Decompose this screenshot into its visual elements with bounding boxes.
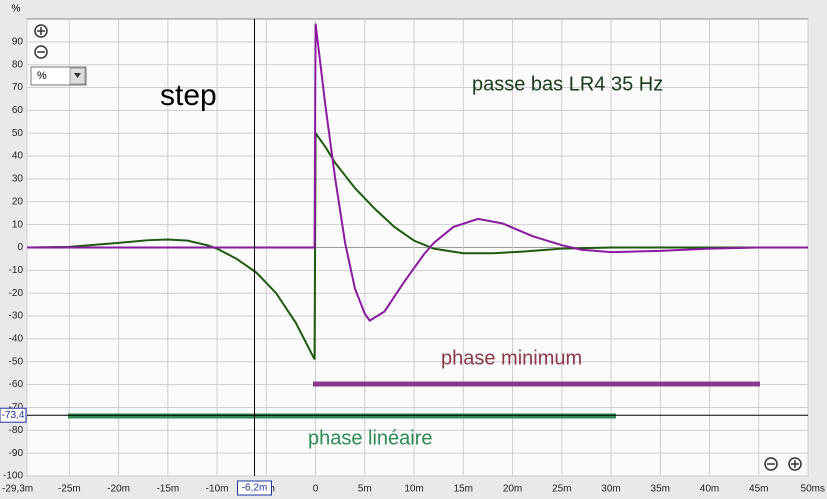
y-tick-label: -100 bbox=[3, 471, 23, 482]
x-tick-label: -20m bbox=[107, 484, 130, 495]
x-tick-label: 50ms bbox=[801, 484, 825, 495]
y-tick-label: -30 bbox=[9, 311, 24, 322]
y-tick-label: 0 bbox=[17, 242, 23, 253]
x-tick-label: 20m bbox=[503, 484, 522, 495]
x-tick-label: 10m bbox=[404, 484, 423, 495]
zoom-out-x[interactable] bbox=[764, 457, 778, 471]
x-tick-label: 35m bbox=[651, 484, 670, 495]
cursor-readout: -73,4 bbox=[2, 410, 25, 421]
unit-dropdown[interactable]: % bbox=[30, 66, 87, 86]
y-tick-label: 40 bbox=[12, 151, 24, 162]
x-tick-label: 5m bbox=[358, 484, 372, 495]
x-tick-label: 40m bbox=[700, 484, 719, 495]
y-tick-label: 70 bbox=[12, 82, 24, 93]
annotation: phase linéaire bbox=[308, 427, 433, 449]
y-tick-label: 90 bbox=[12, 36, 24, 47]
y-tick-label: -80 bbox=[9, 425, 24, 436]
y-tick-label: 60 bbox=[12, 105, 24, 116]
cursor-readout-box bbox=[237, 480, 273, 496]
x-tick-label: -10m bbox=[206, 484, 229, 495]
y-tick-label: -40 bbox=[9, 334, 24, 345]
y-axis-unit: % bbox=[12, 4, 21, 15]
x-tick-label: 30m bbox=[601, 484, 620, 495]
y-tick-label: -60 bbox=[9, 379, 24, 390]
x-tick-label: 25m bbox=[552, 484, 571, 495]
zoom-in-x[interactable] bbox=[788, 457, 802, 471]
y-tick-label: -20 bbox=[9, 288, 24, 299]
y-tick-label: 30 bbox=[12, 174, 24, 185]
cursor-readout: -6,2m bbox=[242, 483, 268, 494]
y-tick-label: -50 bbox=[9, 356, 24, 367]
y-tick-label: 50 bbox=[12, 128, 24, 139]
annotation: passe bas LR4 35 Hz bbox=[472, 73, 663, 95]
y-tick-label: 10 bbox=[12, 219, 24, 230]
y-tick-label: 20 bbox=[12, 196, 24, 207]
annotation: step bbox=[160, 79, 217, 112]
y-tick-label: 80 bbox=[12, 59, 24, 70]
x-tick-label: -25m bbox=[58, 484, 81, 495]
zoom-out-y[interactable] bbox=[34, 45, 48, 59]
annotation: phase minimum bbox=[441, 347, 582, 369]
series-line bbox=[27, 23, 808, 322]
x-tick-label: 45m bbox=[749, 484, 768, 495]
y-tick-label: -10 bbox=[9, 265, 24, 276]
dropdown-value: % bbox=[37, 70, 47, 82]
series-line bbox=[26, 130, 808, 360]
x-tick-label: -29,3m bbox=[2, 484, 33, 495]
y-tick-label: -70 bbox=[9, 402, 24, 413]
cursor-readout-box bbox=[0, 407, 27, 423]
y-tick-label: -90 bbox=[9, 448, 24, 459]
zoom-in-y[interactable] bbox=[34, 24, 48, 38]
x-tick-label: -15m bbox=[156, 484, 179, 495]
x-tick-label: 15m bbox=[454, 484, 473, 495]
x-tick-label: 0 bbox=[313, 484, 319, 495]
